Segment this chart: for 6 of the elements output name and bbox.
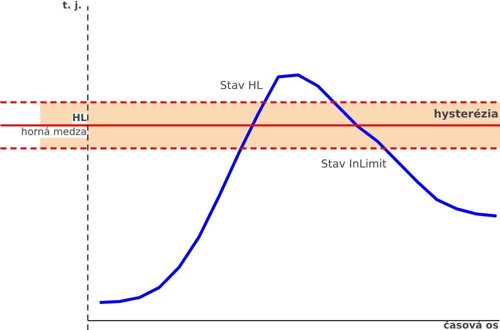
x-axis-title: časová os [443,320,499,330]
annotation: Stav InLimit [320,157,388,170]
annotation: Stav HL [220,79,264,92]
ref-line-label: HL horná medza [21,112,88,138]
band-label: hysterézia [434,107,499,120]
text: t. j. [62,0,82,12]
